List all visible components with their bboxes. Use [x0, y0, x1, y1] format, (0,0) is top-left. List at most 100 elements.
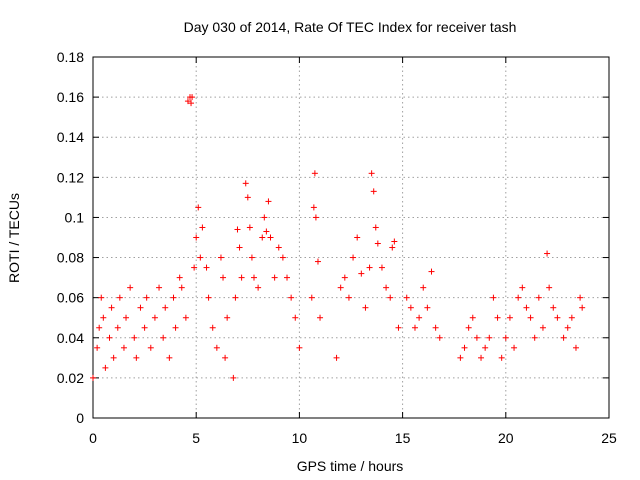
- data-point: [114, 324, 121, 331]
- data-point: [436, 334, 443, 341]
- data-point: [370, 188, 377, 195]
- data-point: [486, 334, 493, 341]
- data-point: [420, 284, 427, 291]
- data-point: [292, 314, 299, 321]
- data-point: [546, 284, 553, 291]
- y-tick-label: 0: [76, 410, 84, 426]
- data-point: [461, 344, 468, 351]
- data-point: [308, 294, 315, 301]
- data-point: [213, 344, 220, 351]
- data-point: [188, 100, 195, 107]
- data-point: [337, 284, 344, 291]
- data-point: [288, 294, 295, 301]
- data-point: [312, 214, 319, 221]
- data-point: [424, 304, 431, 311]
- y-tick-label: 0.16: [57, 89, 84, 105]
- data-point: [519, 284, 526, 291]
- y-tick-label: 0.12: [57, 169, 84, 185]
- y-axis-label: ROTI / TECUs: [6, 193, 22, 283]
- data-point: [395, 324, 402, 331]
- data-point: [259, 234, 266, 241]
- data-point: [98, 294, 105, 301]
- data-point: [209, 324, 216, 331]
- data-point: [310, 204, 317, 211]
- data-point: [100, 314, 107, 321]
- data-point: [230, 374, 237, 381]
- data-point: [172, 324, 179, 331]
- data-point: [389, 244, 396, 251]
- data-point: [184, 98, 191, 105]
- data-point: [432, 324, 439, 331]
- data-point: [176, 274, 183, 281]
- data-point: [143, 294, 150, 301]
- data-point: [478, 354, 485, 361]
- data-point: [535, 294, 542, 301]
- data-point: [106, 334, 113, 341]
- x-tick-label: 0: [89, 430, 97, 446]
- data-point: [428, 268, 435, 275]
- data-point: [131, 334, 138, 341]
- data-point: [387, 294, 394, 301]
- chart-title: Day 030 of 2014, Rate Of TEC Index for r…: [184, 19, 517, 35]
- data-point: [127, 284, 134, 291]
- data-point: [160, 334, 167, 341]
- data-point: [156, 284, 163, 291]
- data-point: [416, 314, 423, 321]
- data-point: [170, 294, 177, 301]
- data-point: [515, 294, 522, 301]
- data-point: [147, 344, 154, 351]
- y-tick-label: 0.1: [65, 209, 85, 225]
- data-point: [255, 284, 262, 291]
- data-point: [234, 226, 241, 233]
- data-point: [296, 344, 303, 351]
- data-point: [182, 314, 189, 321]
- data-point: [333, 354, 340, 361]
- data-point: [527, 314, 534, 321]
- data-point: [494, 314, 501, 321]
- data-point: [110, 354, 117, 361]
- data-point: [141, 324, 148, 331]
- data-point: [265, 198, 272, 205]
- data-point: [205, 294, 212, 301]
- data-point: [531, 334, 538, 341]
- data-point: [403, 294, 410, 301]
- data-point: [279, 254, 286, 261]
- data-point: [162, 304, 169, 311]
- data-point: [341, 274, 348, 281]
- x-tick-label: 20: [498, 430, 514, 446]
- data-point: [96, 324, 103, 331]
- data-point: [374, 240, 381, 247]
- data-point: [577, 294, 584, 301]
- data-point: [366, 264, 373, 271]
- y-tick-label: 0.02: [57, 370, 84, 386]
- y-axis-tick-labels: 0 0.02 0.04 0.06 0.08 0.1 0.12 0.14 0.16 0.18: [57, 49, 84, 426]
- data-point: [242, 180, 249, 187]
- y-tick-label: 0.08: [57, 250, 84, 266]
- data-point: [222, 354, 229, 361]
- data-point: [568, 314, 575, 321]
- data-point: [544, 250, 551, 257]
- data-point: [490, 294, 497, 301]
- data-point: [90, 374, 96, 381]
- x-tick-label: 5: [192, 430, 200, 446]
- data-point: [137, 304, 144, 311]
- data-point: [368, 170, 375, 177]
- data-point: [275, 244, 282, 251]
- data-point: [166, 354, 173, 361]
- data-points: [90, 94, 586, 381]
- data-point: [244, 194, 251, 201]
- data-point: [539, 324, 546, 331]
- data-point: [217, 254, 224, 261]
- data-point: [193, 234, 200, 241]
- data-point: [238, 274, 245, 281]
- x-tick-label: 10: [292, 430, 308, 446]
- data-point: [473, 334, 480, 341]
- data-point: [523, 304, 530, 311]
- x-axis-tick-labels: 0 5 10 15 20 25: [89, 430, 617, 446]
- data-point: [102, 364, 109, 371]
- data-point: [383, 284, 390, 291]
- data-point: [411, 324, 418, 331]
- data-point: [572, 344, 579, 351]
- data-point: [498, 354, 505, 361]
